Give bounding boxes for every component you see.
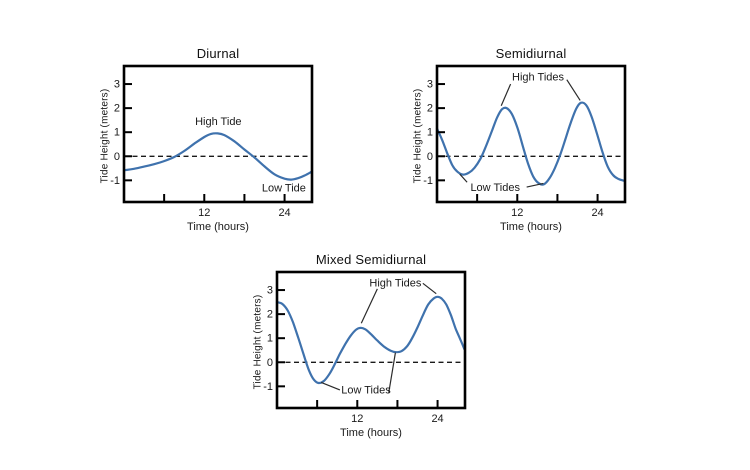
x-tick-label: 12	[351, 413, 363, 425]
y-tick-label: 2	[267, 309, 273, 321]
annotation-label: High Tide	[195, 116, 241, 128]
y-tick-label: 3	[114, 79, 120, 91]
tide-curve	[275, 295, 466, 385]
tide-curve	[435, 101, 626, 186]
y-axis-label: Tide Height (meters)	[252, 294, 264, 390]
y-tick-label: 3	[427, 79, 433, 91]
y-tick-label: -1	[263, 381, 273, 393]
x-tick-label: 24	[591, 207, 603, 219]
chart-semidiurnal: Semidiurnal Tide Height (meters) 12 24 3 2 1…	[381, 46, 637, 233]
x-tick-label: 12	[198, 207, 210, 219]
annotation-pointer-line	[500, 83, 512, 106]
y-axis-label: Tide Height (meters)	[412, 88, 424, 184]
y-tick-label: 1	[114, 127, 120, 139]
plot-border	[122, 64, 314, 204]
x-tick-label: 12	[511, 207, 523, 219]
tide-curve	[122, 132, 313, 181]
x-axis-label: Time (hours)	[340, 427, 402, 439]
chart-title: Mixed Semidiurnal	[315, 252, 427, 267]
plot-area-semidiurnal: 12 24 3 2 1 0 -1 High Tides Low Tides	[423, 64, 627, 219]
y-tick-label: 0	[427, 151, 433, 163]
annotation-label: Low Tide	[262, 183, 306, 195]
plot-area-diurnal: 12 24 3 2 1 0 -1 High Tide Low Tide	[110, 64, 314, 219]
chart-title: Semidiurnal	[495, 46, 567, 61]
y-axis-label: Tide Height (meters)	[99, 88, 111, 184]
y-tick-label: 0	[267, 357, 273, 369]
x-tick-label: 24	[431, 413, 443, 425]
annotation-pointer-line	[526, 182, 544, 188]
annotation-label: Low Tides	[470, 182, 520, 194]
annotation-pointer-line	[422, 282, 437, 295]
annotation-pointer-line	[388, 352, 397, 393]
plot-area-mixed-semidiurnal: 12 24 3 2 1 0 -1 High Tides Low Tides	[263, 270, 467, 425]
y-tick-label: -1	[110, 175, 120, 187]
y-tick-label: 3	[267, 285, 273, 297]
annotation-pointer-line	[566, 79, 581, 101]
y-tick-label: 1	[427, 127, 433, 139]
y-tick-label: -1	[423, 175, 433, 187]
annotation-label: Low Tides	[341, 384, 391, 396]
annotation-pointer-line	[360, 288, 378, 324]
chart-diurnal: Diurnal Tide Height (meters) 12 24 3 2 1 0 -1 H…	[68, 46, 324, 233]
annotation-label: High Tides	[369, 277, 421, 289]
x-axis-label: Time (hours)	[500, 221, 562, 233]
annotation-label: High Tides	[512, 71, 564, 83]
annotation-pointer-line	[320, 381, 341, 391]
x-axis-label: Time (hours)	[187, 221, 249, 233]
y-tick-label: 2	[114, 103, 120, 115]
plot-border	[435, 64, 627, 204]
chart-mixed-semidiurnal: Mixed Semidiurnal Tide Height (meters) 1…	[221, 252, 477, 439]
annotation-pointer-line	[459, 173, 468, 183]
y-tick-label: 0	[114, 151, 120, 163]
chart-title: Diurnal	[196, 46, 240, 61]
y-tick-label: 2	[427, 103, 433, 115]
y-tick-label: 1	[267, 333, 273, 345]
x-tick-label: 24	[278, 207, 290, 219]
plot-border	[275, 270, 467, 410]
